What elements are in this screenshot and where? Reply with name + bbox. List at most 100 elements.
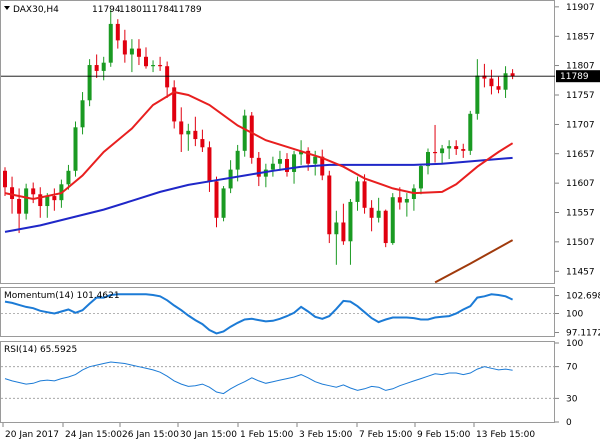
- candle: [299, 140, 304, 165]
- rsi-indicator: 100 70 30 0: [1, 339, 583, 428]
- candle: [334, 210, 339, 265]
- rsi-tick-label: 0: [566, 418, 572, 428]
- rsi-tick-label: 100: [566, 339, 583, 349]
- candle: [369, 200, 374, 232]
- momentum-tick-label: 97.1172: [566, 329, 600, 339]
- candle: [242, 109, 247, 157]
- time-axis: 20 Jan 2017 24 Jan 15:00 26 Jan 15:00 30 Ja…: [2, 423, 535, 440]
- rsi-label: RSI(14) 65.5925: [4, 345, 77, 355]
- candle: [193, 116, 198, 147]
- candle: [270, 156, 275, 177]
- candle: [52, 188, 57, 211]
- rsi-tick-label: 30: [566, 394, 578, 404]
- candle: [433, 124, 438, 163]
- price-tick-label: 11657: [566, 150, 595, 160]
- candle: [468, 110, 473, 155]
- collapse-arrow-icon[interactable]: [4, 6, 10, 10]
- candle: [256, 151, 261, 187]
- candle: [214, 176, 219, 228]
- candle: [108, 9, 113, 67]
- price-tick-label: 11907: [566, 3, 595, 13]
- ohlc-close: 11789: [173, 5, 202, 15]
- momentum-tick-label: 102.6987: [566, 292, 600, 302]
- price-tick-label: 11507: [566, 238, 595, 248]
- candle: [151, 60, 156, 73]
- candle: [249, 112, 254, 164]
- candle: [24, 183, 29, 220]
- candle: [348, 198, 353, 265]
- candle: [87, 59, 92, 107]
- candle: [94, 54, 99, 78]
- candle: [235, 144, 240, 182]
- candle: [454, 140, 459, 155]
- momentum-panel-frame: [0, 287, 555, 337]
- time-tick-label: 26 Jan 15:00: [122, 430, 179, 440]
- candle: [418, 163, 423, 195]
- candle: [144, 47, 148, 69]
- price-panel-frame: [0, 0, 555, 284]
- candle: [122, 29, 127, 63]
- current-price-marker: 11789: [556, 70, 600, 83]
- candle: [3, 167, 7, 197]
- time-tick-label: 1 Feb 15:00: [240, 430, 294, 440]
- candle: [73, 121, 78, 177]
- price-tick-label: 11807: [566, 62, 595, 72]
- candle: [228, 160, 233, 194]
- time-tick-label: 3 Feb 15:00: [299, 430, 353, 440]
- rsi-tick-label: 70: [566, 363, 578, 373]
- current-price-label: 11789: [560, 72, 589, 82]
- candle: [115, 19, 120, 49]
- candle: [461, 143, 466, 158]
- candle: [38, 187, 43, 218]
- candle: [383, 209, 388, 248]
- candle: [158, 56, 163, 71]
- candle: [165, 61, 170, 98]
- candle: [66, 164, 71, 190]
- candle: [285, 153, 289, 177]
- time-tick-label: 7 Feb 15:00: [359, 430, 413, 440]
- candle: [129, 39, 134, 73]
- price-axis: 11907 11857 11807 11757 11707 11657 11607 11557…: [555, 3, 595, 277]
- price-tick-label: 11607: [566, 179, 595, 189]
- ohlc-low: 11784: [146, 5, 175, 15]
- rsi-panel-frame: [0, 341, 555, 423]
- ohlc-high: 11801: [119, 5, 148, 15]
- momentum-label: Momentum(14) 101.4621: [4, 291, 120, 301]
- candle: [426, 148, 430, 175]
- candle: [45, 193, 50, 218]
- candle: [200, 129, 205, 152]
- rsi-line: [4, 361, 513, 395]
- candle: [327, 170, 332, 244]
- candle: [362, 174, 367, 214]
- candle: [489, 69, 494, 95]
- candle: [510, 69, 515, 80]
- time-tick-label: 13 Feb 15:00: [476, 430, 535, 440]
- candle: [475, 59, 480, 120]
- sma-fast-line: [4, 91, 514, 201]
- candle: [376, 197, 381, 223]
- sma-mid-line: [4, 156, 513, 233]
- sma-slow-line: [434, 239, 514, 283]
- momentum-line: [4, 293, 514, 335]
- candle: [355, 176, 360, 211]
- ohlc-open: 11794: [92, 5, 121, 15]
- candle: [503, 66, 508, 98]
- candle: [277, 150, 282, 171]
- price-tick-label: 11707: [566, 120, 595, 130]
- candle: [341, 203, 346, 245]
- symbol-label: DAX30,H4: [13, 5, 59, 15]
- candle: [172, 80, 177, 129]
- candle: [136, 39, 141, 66]
- candle: [390, 193, 395, 245]
- candle: [80, 92, 85, 135]
- candle: [482, 63, 487, 88]
- candle: [404, 193, 409, 217]
- candle: [440, 144, 445, 164]
- candle: [221, 186, 226, 222]
- price-tick-label: 11457: [566, 267, 595, 277]
- price-tick-label: 11557: [566, 209, 595, 219]
- candle: [496, 76, 501, 94]
- candle: [186, 123, 191, 151]
- price-tick-label: 11857: [566, 32, 595, 42]
